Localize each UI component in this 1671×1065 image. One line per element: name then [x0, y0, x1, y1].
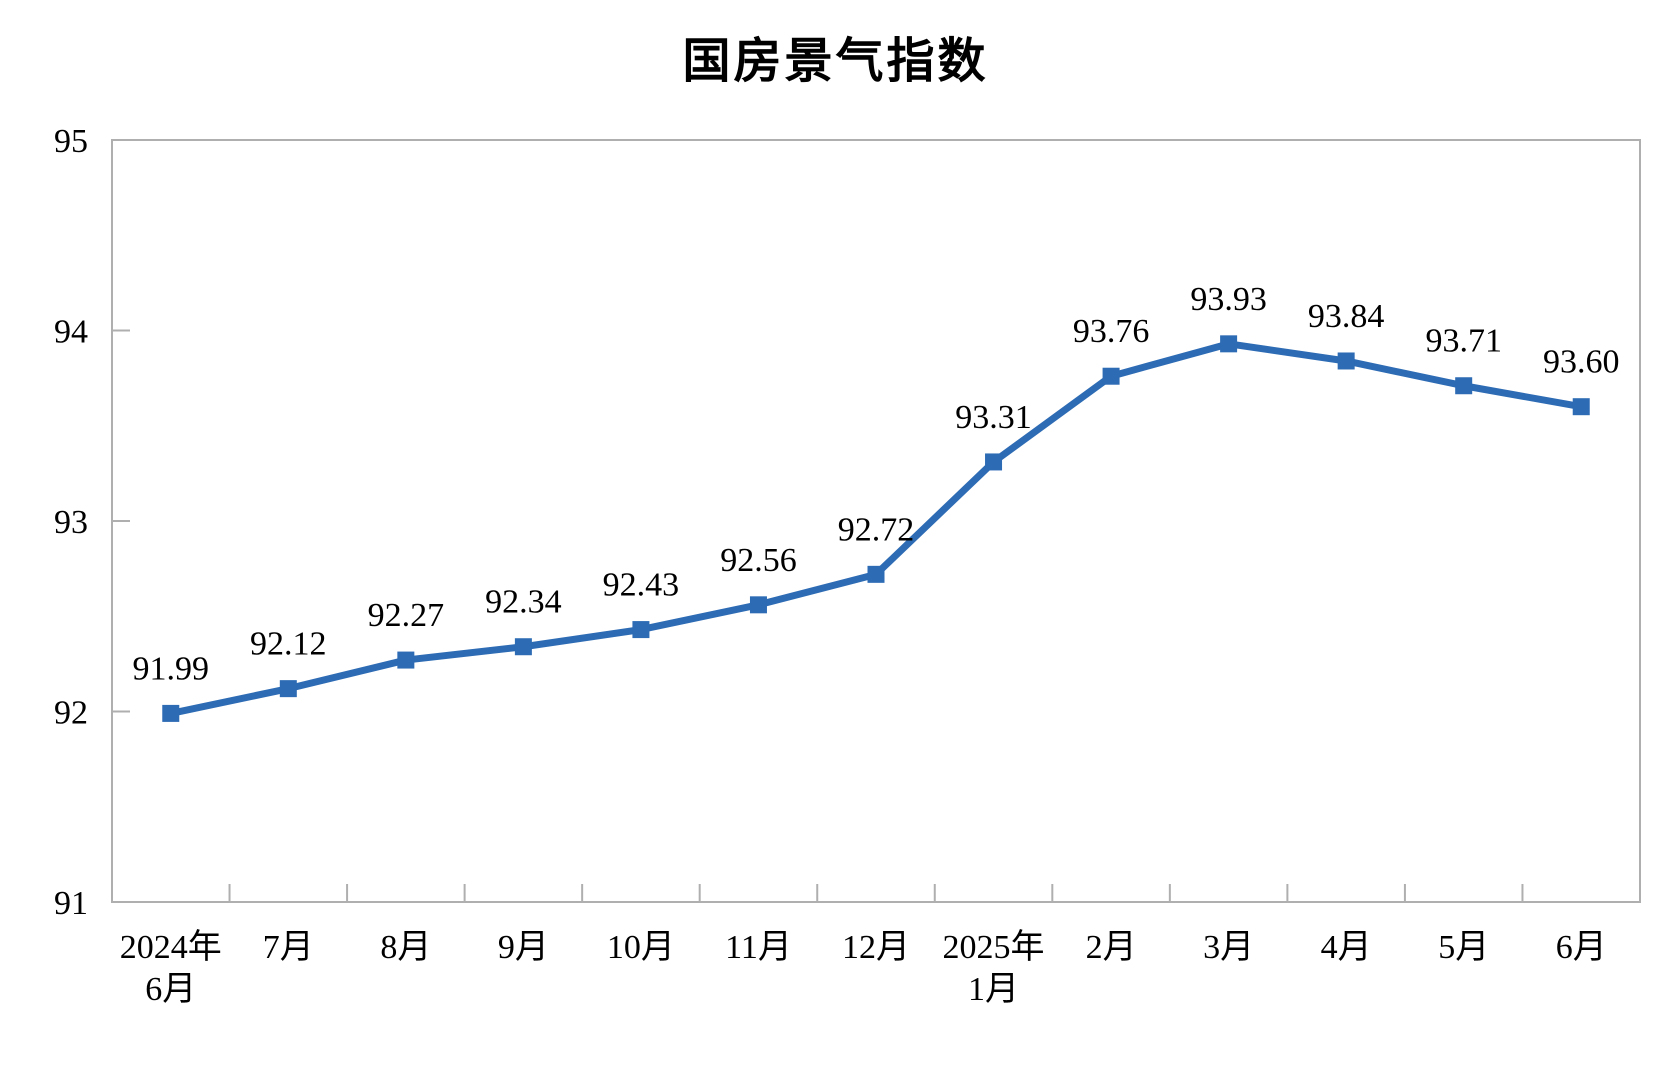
data-label: 93.76: [1073, 313, 1150, 350]
x-axis-label: 2024年 6月: [120, 928, 222, 1008]
data-label: 92.43: [603, 567, 680, 604]
data-label: 92.72: [838, 511, 915, 548]
data-label: 91.99: [133, 650, 210, 687]
y-axis-tick-label: 93: [54, 504, 88, 541]
data-label: 92.56: [720, 542, 797, 579]
data-label: 93.71: [1425, 323, 1502, 360]
data-label: 93.60: [1543, 344, 1620, 381]
data-point-marker: [514, 638, 532, 656]
data-label: 92.12: [250, 626, 327, 663]
data-point-marker: [1572, 398, 1590, 416]
data-point-marker: [397, 651, 415, 669]
x-axis-label: 5月: [1438, 929, 1489, 966]
data-label: 93.31: [955, 399, 1032, 436]
x-axis-label: 2025年 1月: [943, 928, 1045, 1008]
x-axis-label: 11月: [725, 929, 792, 966]
data-point-marker: [985, 453, 1003, 471]
chart-title: 国房景气指数: [682, 35, 989, 88]
x-axis-label: 3月: [1203, 929, 1254, 966]
x-axis-label: 6月: [1556, 929, 1607, 966]
data-point-marker: [867, 565, 885, 583]
x-axis-label: 12月: [842, 929, 910, 966]
data-label: 92.34: [485, 584, 562, 621]
x-axis-label: 4月: [1321, 929, 1372, 966]
y-axis-tick-label: 95: [54, 123, 88, 160]
data-point-marker: [749, 596, 767, 614]
data-label: 92.27: [368, 597, 445, 634]
y-axis-tick-label: 94: [54, 314, 88, 351]
data-point-marker: [162, 704, 180, 722]
x-axis-label: 8月: [380, 929, 431, 966]
data-point-marker: [1455, 377, 1473, 395]
y-axis-tick-label: 92: [54, 695, 88, 732]
data-point-marker: [1102, 367, 1120, 385]
data-point-marker: [1220, 335, 1238, 353]
data-point-marker: [632, 621, 650, 639]
data-point-marker: [279, 680, 297, 698]
x-axis-label: 10月: [607, 929, 675, 966]
data-point-marker: [1337, 352, 1355, 370]
x-axis-label: 7月: [263, 929, 314, 966]
x-axis-label: 9月: [498, 929, 549, 966]
x-axis-label: 2月: [1086, 929, 1137, 966]
y-axis-tick-label: 91: [54, 885, 88, 922]
data-label: 93.93: [1190, 281, 1267, 318]
data-label: 93.84: [1308, 298, 1385, 335]
